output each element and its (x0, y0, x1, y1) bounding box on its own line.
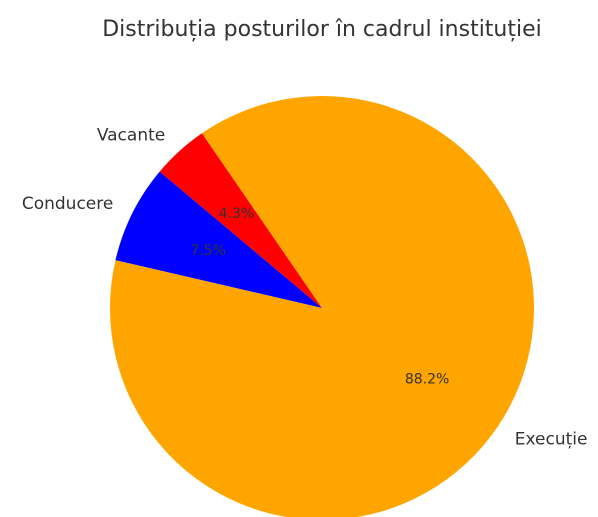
percent-label: 88.2% (405, 372, 449, 388)
pie-slice (109, 96, 534, 517)
pie-slice (159, 133, 322, 308)
percent-label: 4.3% (219, 206, 255, 222)
slice-label: Execuție (515, 429, 588, 449)
chart-title: Distribuția posturilor în cadrul institu… (102, 17, 542, 42)
slice-label: Vacante (97, 125, 165, 145)
pie-slice (115, 171, 323, 308)
percent-label: 7.5% (190, 243, 226, 259)
slice-label: Conducere (22, 194, 114, 214)
